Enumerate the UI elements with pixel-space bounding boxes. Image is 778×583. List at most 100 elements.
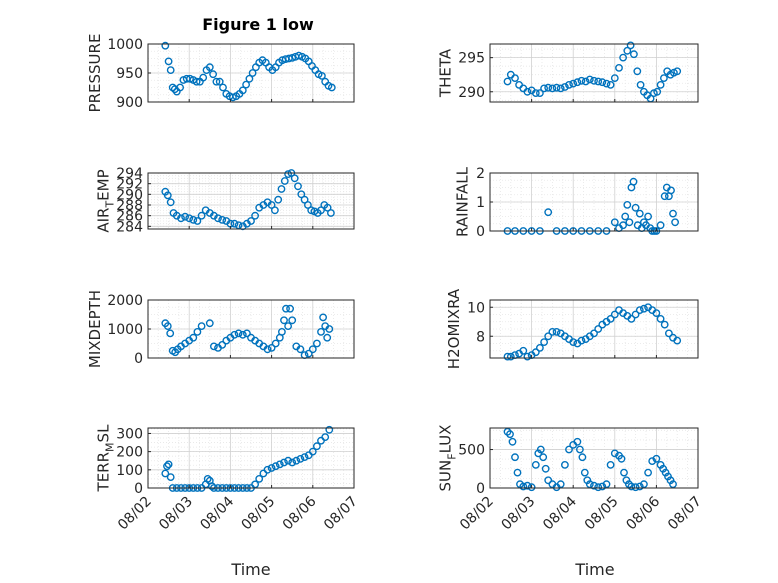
subplot-8: 0 500 08/02 08/03 08/04 08/05 08/06 08/07 SUNFLU… [437, 425, 705, 534]
data-point [164, 460, 173, 469]
data-point [523, 481, 532, 490]
data-point [656, 314, 665, 323]
data-point [652, 309, 661, 317]
y-axis-label-1: PRESSURE [86, 34, 104, 113]
data-point [610, 218, 619, 227]
data-point [218, 215, 227, 224]
data-point [280, 177, 289, 185]
x-tick-label: 08/06 [623, 493, 663, 533]
data-point [635, 306, 644, 314]
data-point [292, 456, 301, 465]
data-point [669, 209, 677, 218]
data-point [673, 67, 682, 76]
data-point [255, 474, 264, 483]
data-point [619, 53, 627, 62]
data-point [576, 445, 584, 454]
data-point [648, 457, 657, 465]
data-point [630, 50, 638, 59]
data-point [214, 214, 222, 223]
data-point [552, 327, 561, 336]
data-point [561, 460, 569, 469]
data-point [625, 218, 634, 227]
data-point [523, 352, 532, 361]
data-point [552, 83, 561, 92]
y-tick-label: 288 [116, 198, 143, 214]
data-point [590, 329, 598, 338]
x-tick-label: 08/02 [115, 494, 155, 534]
y-tick-label: 1 [476, 195, 485, 211]
data-point [540, 84, 548, 93]
axes-box [489, 427, 699, 489]
data-point [661, 468, 670, 477]
data-point [544, 208, 553, 217]
data-point [656, 81, 665, 89]
data-point [565, 445, 573, 454]
data-point [277, 185, 286, 193]
data-point [270, 206, 279, 215]
y-tick-label: 500 [458, 443, 485, 459]
data-point [284, 170, 292, 179]
data-point [636, 81, 645, 89]
data-point [629, 177, 638, 186]
data-point [277, 327, 286, 336]
x-tick-label: 08/04 [197, 493, 237, 533]
data-point [631, 310, 640, 319]
data-point [163, 191, 172, 200]
data-point [317, 327, 325, 336]
data-point [594, 77, 603, 86]
data-point [205, 63, 214, 72]
y-tick-label: 290 [458, 85, 485, 101]
data-point [215, 77, 224, 86]
data-point [544, 476, 553, 485]
x-axis-label-left: Time [230, 560, 270, 579]
x-axis-label-right: Time [574, 560, 614, 579]
data-point [163, 462, 171, 471]
data-point [619, 221, 627, 230]
y-tick-label: 286 [116, 209, 143, 225]
data-point [248, 69, 257, 77]
y-tick-label: 290 [116, 187, 143, 203]
data-point [308, 447, 317, 456]
y-tick-label: 292 [116, 177, 143, 193]
data-point [275, 460, 284, 469]
data-point [573, 78, 582, 87]
data-point [640, 480, 648, 489]
data-point [627, 482, 636, 491]
data-point [519, 482, 528, 491]
data-point [181, 212, 190, 221]
data-point [653, 87, 662, 96]
data-point [565, 81, 573, 89]
data-point [280, 316, 288, 325]
series-points [503, 427, 677, 492]
data-point [296, 454, 305, 463]
y-tick-label: 100 [116, 463, 143, 479]
data-point [656, 221, 665, 230]
data-point [321, 433, 330, 441]
y-axis-label-8: SUNFLUX [437, 425, 459, 492]
data-point [282, 304, 290, 313]
y-tick-label: 200 [116, 445, 143, 461]
series-points [503, 41, 682, 103]
data-point [610, 74, 619, 83]
data-point [271, 339, 280, 348]
data-point [327, 83, 336, 92]
axes-box [147, 172, 355, 230]
y-tick-label: 900 [116, 95, 143, 111]
axes-box [147, 427, 355, 489]
data-point [536, 343, 544, 352]
x-tick-label: 08/04 [540, 493, 580, 533]
data-point [602, 79, 611, 88]
data-point [598, 482, 607, 491]
data-point [271, 462, 280, 471]
data-point [569, 338, 578, 346]
data-point [189, 215, 198, 224]
data-point [296, 345, 305, 354]
figure-title: Figure 1 low [202, 15, 314, 34]
data-point [652, 454, 661, 463]
data-point [161, 469, 170, 478]
data-point [665, 329, 673, 338]
y-tick-label: 950 [116, 66, 143, 82]
data-point [197, 322, 206, 330]
data-point [626, 41, 635, 50]
